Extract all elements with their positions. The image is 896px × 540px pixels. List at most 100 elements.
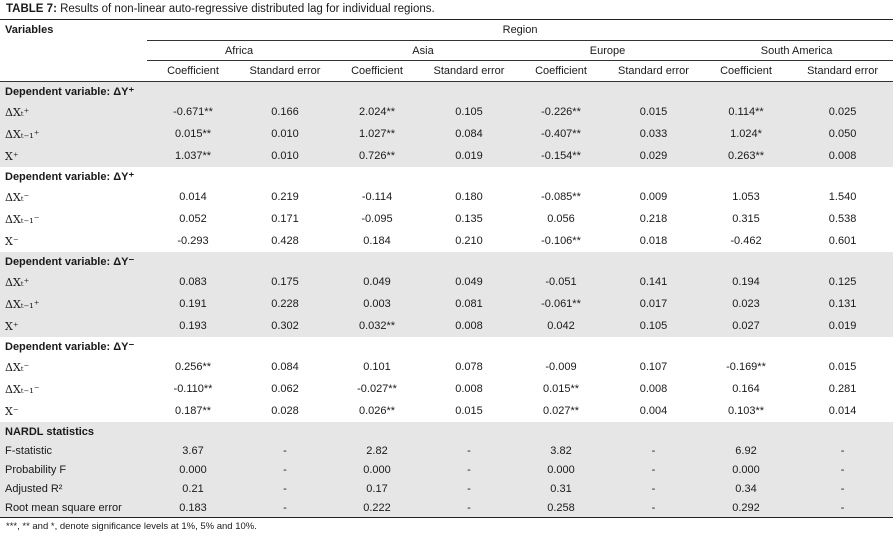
table-cell: -0.095: [361, 213, 393, 225]
table-title: Results of non-linear auto-regressive di…: [56, 3, 435, 15]
table-cell: 0.015: [607, 101, 700, 123]
table-row: ΔXₜ⁺ 0.083 0.175 0.049 0.049 -0.051 0.141 0.194…: [0, 271, 894, 293]
table-cell: 0.017: [607, 293, 700, 315]
table-cell: 0.105: [423, 101, 515, 123]
table-cell: 0.015: [455, 405, 483, 417]
table-cell: 0.218: [639, 213, 668, 225]
stat-cell: 0.222: [331, 498, 423, 518]
stat-cell: 0.292: [700, 498, 792, 518]
table-cell: 0.025: [792, 101, 894, 123]
region-africa: Africa: [147, 40, 331, 61]
table-cell: 0.008: [455, 383, 483, 395]
table-cell: -0.671**: [147, 101, 239, 123]
table-cell: 0.014: [828, 405, 857, 417]
row-label: X⁻: [5, 404, 19, 418]
stat-cell: -: [239, 460, 331, 479]
stat-cell: -: [792, 441, 894, 460]
table-cell: 0.032**: [331, 315, 423, 337]
stat-label: Probability F: [0, 460, 147, 479]
col-standard-error: Standard error: [423, 60, 515, 82]
stat-cell: 0.17: [331, 479, 423, 498]
table-row: ΔXₜ₋₁⁻ -0.110** 0.062 -0.027** 0.008 0.015** 0…: [0, 378, 893, 400]
stat-cell: 3.67: [147, 441, 239, 460]
table-cell: 0.191: [147, 293, 239, 315]
table-cell: 0.026**: [358, 405, 396, 417]
table-cell: 0.010: [239, 123, 331, 145]
table-cell: -0.106**: [541, 235, 581, 247]
table-cell: 0.028: [271, 405, 299, 417]
table-row: ΔXₜ₋₁⁻ 0.052 0.171 -0.095 0.135 0.056 0.218 0.3…: [0, 208, 893, 230]
col-coefficient: Coefficient: [147, 60, 239, 82]
row-label: ΔXₜ⁻: [5, 360, 30, 374]
col-standard-error: Standard error: [792, 60, 894, 82]
table-cell: -0.009: [545, 361, 577, 373]
col-coefficient: Coefficient: [700, 60, 792, 82]
row-label: ΔXₜ⁻: [5, 190, 30, 204]
table-cell: -0.027**: [357, 383, 397, 395]
table-cell: 0.049: [423, 271, 515, 293]
col-standard-error: Standard error: [607, 60, 700, 82]
stat-cell: 0.258: [515, 498, 607, 518]
table-number: TABLE 7:: [6, 3, 57, 15]
table-cell: 0.105: [607, 315, 700, 337]
stat-cell: 0.000: [700, 460, 792, 479]
row-label: ΔXₜ⁺: [0, 271, 147, 293]
stat-label: F-statistic: [0, 441, 147, 460]
stat-cell: 0.000: [331, 460, 423, 479]
stat-label: Adjusted R²: [0, 479, 147, 498]
column-headers-row: Coefficient Standard error Coefficient S…: [0, 60, 894, 82]
table-cell: 0.601: [828, 235, 857, 247]
results-table: Variables Region Africa Asia Europe Sout…: [0, 19, 894, 518]
region-header: Region: [147, 19, 894, 41]
table-cell: 0.015: [828, 361, 857, 373]
stat-cell: 3.82: [515, 441, 607, 460]
table-cell: 0.078: [455, 361, 483, 373]
region-europe: Europe: [515, 40, 700, 61]
table-cell: -0.061**: [515, 293, 607, 315]
stat-label: Root mean square error: [0, 498, 147, 518]
table-cell: 1.024*: [700, 123, 792, 145]
table-cell: 0.175: [239, 271, 331, 293]
section-title: Dependent variable: ΔY⁺: [5, 171, 135, 183]
region-names-row: Africa Asia Europe South America: [0, 40, 894, 61]
row-label: X⁺: [0, 315, 147, 337]
row-label: ΔXₜ₋₁⁺: [0, 293, 147, 315]
table-cell: 0.027: [700, 315, 792, 337]
stat-cell: 0.21: [147, 479, 239, 498]
table-cell: 0.726**: [331, 145, 423, 167]
section-title-row: Dependent variable: ΔY⁺: [0, 81, 894, 101]
stat-row: Adjusted R² 0.21-0.17-0.31-0.34-: [0, 479, 894, 498]
table-cell: 0.062: [271, 383, 299, 395]
table-cell: 0.042: [515, 315, 607, 337]
table-cell: 0.018: [639, 235, 668, 247]
section-title-row: Dependent variable: ΔY⁻: [0, 252, 894, 271]
table-row: ΔXₜ⁻ 0.256** 0.084 0.101 0.078 -0.009 0.107 -0.…: [0, 356, 893, 378]
variables-header: Variables: [0, 19, 147, 41]
stat-cell: 2.82: [331, 441, 423, 460]
table-cell: 0.084: [423, 123, 515, 145]
table-cell: 0.019: [423, 145, 515, 167]
table-cell: 0.135: [455, 213, 483, 225]
stat-cell: -: [607, 498, 700, 518]
table-cell: 1.053: [732, 191, 760, 203]
table-cell: 0.049: [331, 271, 423, 293]
footnote: ***, ** and *, denote significance level…: [6, 521, 257, 532]
table-caption: TABLE 7: Results of non-linear auto-regr…: [6, 3, 435, 15]
table-cell: 0.008: [639, 383, 668, 395]
stat-cell: -: [239, 498, 331, 518]
region-asia: Asia: [331, 40, 515, 61]
table-cell: -0.051: [515, 271, 607, 293]
stat-row: Probability F 0.000-0.000-0.000-0.000-: [0, 460, 894, 479]
table-cell: 0.302: [239, 315, 331, 337]
table-cell: 0.315: [732, 213, 760, 225]
table-cell: 0.015**: [542, 383, 580, 395]
table-cell: 0.114**: [700, 101, 792, 123]
table-cell: 0.029: [607, 145, 700, 167]
stat-cell: -: [239, 441, 331, 460]
table-cell: 0.010: [239, 145, 331, 167]
stat-cell: -: [607, 441, 700, 460]
section-title-row: Dependent variable: ΔY⁻: [0, 337, 893, 356]
table-cell: 0.193: [147, 315, 239, 337]
table-cell: 2.024**: [331, 101, 423, 123]
table-cell: 0.084: [271, 361, 299, 373]
